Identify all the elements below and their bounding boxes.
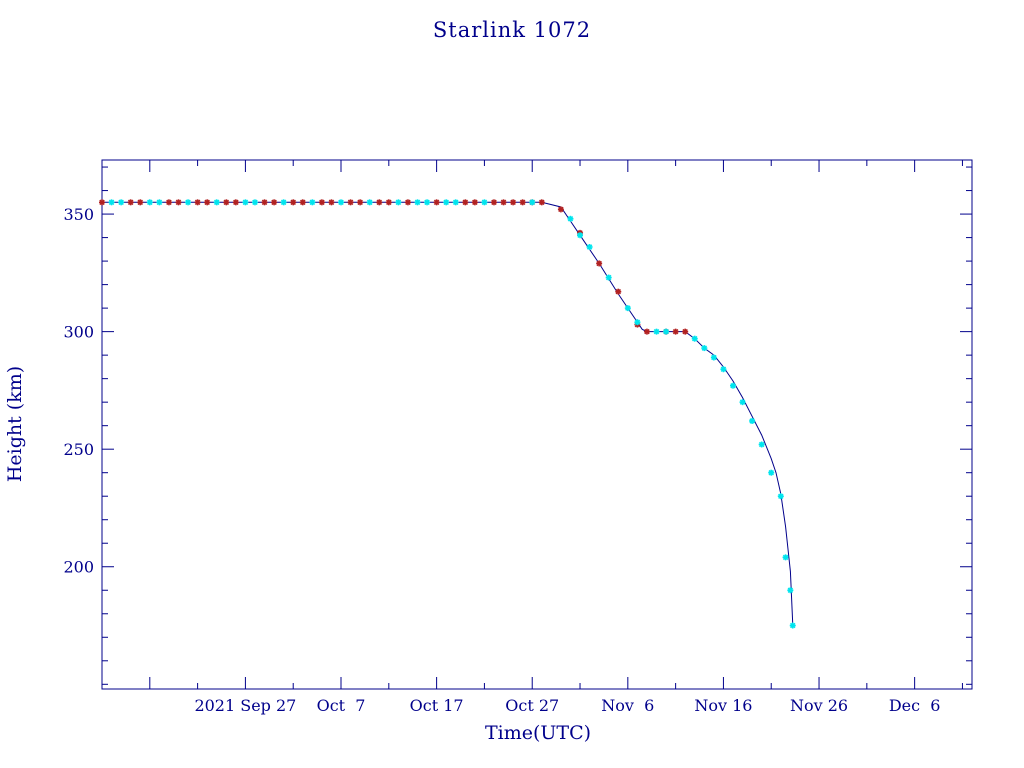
cyan-point [185,199,192,206]
y-tick-label: 200 [63,558,94,577]
y-tick-label: 300 [63,323,94,342]
data-points [99,199,796,629]
cyan-point [366,199,373,206]
cyan-point [395,199,402,206]
cyan-point [338,199,345,206]
red-point [462,199,469,206]
chart-title: Starlink 1072 [433,18,591,42]
red-point [357,199,364,206]
red-point [290,199,297,206]
red-point [99,199,105,206]
cyan-point [586,243,593,250]
red-point [490,199,497,206]
cyan-point [624,305,631,312]
cyan-point [251,199,258,206]
red-point [271,199,278,206]
y-tick-labels: 200 250 300 350 [63,205,94,577]
red-point [433,199,440,206]
plot-frame [101,159,973,690]
red-point [127,199,134,206]
red-point [500,199,507,206]
cyan-point [414,199,421,206]
x-tick-label: Nov 6 [601,696,654,715]
red-point [510,199,517,206]
red-point [672,328,679,335]
red-point [682,328,689,335]
red-point [204,199,211,206]
cyan-point [710,354,717,361]
cyan-point [605,274,612,281]
x-tick-label: 2021 Sep 27 [194,696,296,715]
cyan-point [758,441,765,448]
red-point [232,199,239,206]
cyan-point [156,199,163,206]
cyan-point [424,199,431,206]
cyan-point [529,199,536,206]
cyan-point [782,554,789,561]
red-point [404,199,411,206]
y-tick-label: 350 [63,205,94,224]
cyan-point [749,417,756,424]
red-point [519,199,526,206]
cyan-point [701,345,708,352]
cyan-point [452,199,459,206]
red-point [137,199,144,206]
cyan-point [768,469,775,476]
red-point [596,260,603,267]
red-point [299,199,306,206]
red-point [194,199,201,206]
y-axis-label: Height (km) [4,366,26,482]
y-tick-label: 250 [63,440,94,459]
red-point [261,199,268,206]
cyan-point [118,199,125,206]
cyan-point [787,587,794,594]
cyan-point [729,382,736,389]
cyan-point [242,199,249,206]
cyan-point [634,319,641,326]
cyan-point [213,199,220,206]
red-point [175,199,182,206]
cyan-point [443,199,450,206]
x-tick-label: Oct 7 [317,696,366,715]
cyan-point [720,366,727,373]
red-point [165,199,172,206]
x-tick-label: Oct 17 [410,696,464,715]
red-point [538,199,545,206]
red-point [643,328,650,335]
red-point [376,199,383,206]
cyan-point [146,199,153,206]
cyan-point [481,199,488,206]
cyan-point [739,399,746,406]
cyan-point [691,335,698,342]
fit-line [102,201,794,624]
red-point [557,206,564,213]
red-point [328,199,335,206]
x-tick-label: Dec 6 [889,696,941,715]
red-point [318,199,325,206]
red-point [223,199,230,206]
x-tick-label: Nov 16 [694,696,752,715]
cyan-point [108,199,115,206]
x-tick-labels: 2021 Sep 27 Oct 7 Oct 17 Oct 27 Nov 6 Nov 16 N… [194,696,940,715]
cyan-point [309,199,316,206]
cyan-point [777,493,784,500]
axis-ticks [101,160,972,689]
red-point [347,199,354,206]
cyan-point [789,622,796,629]
cyan-point [653,328,660,335]
cyan-point [567,215,574,222]
x-axis-label: Time(UTC) [485,722,591,744]
cyan-point [577,232,584,239]
cyan-point [280,199,287,206]
cyan-point [663,328,670,335]
red-point [385,199,392,206]
x-tick-label: Oct 27 [505,696,559,715]
x-tick-label: Nov 26 [790,696,848,715]
red-point [615,288,622,295]
red-point [471,199,478,206]
